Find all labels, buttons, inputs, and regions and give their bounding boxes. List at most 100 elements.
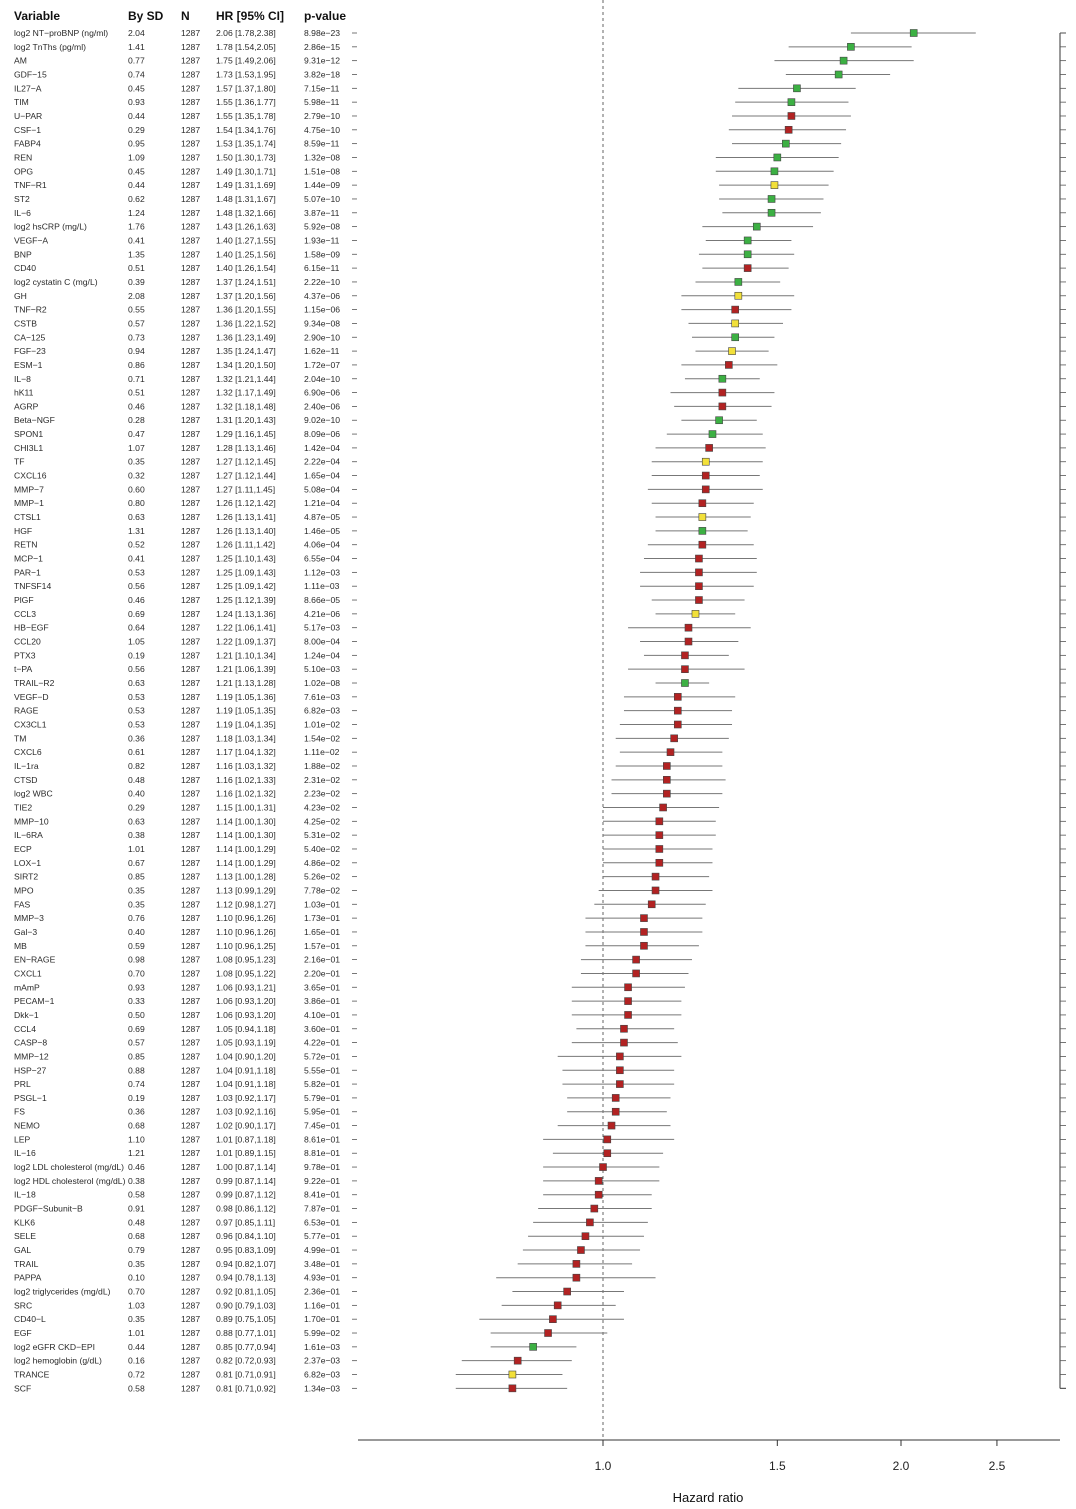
p-value: 7.78e−02: [304, 885, 340, 895]
table-row: FAS 0.35 1287 1.12 [0.98,1.27] 1.03e−01: [14, 899, 357, 909]
n-value: 1287: [181, 318, 200, 328]
variable-name: ESM−1: [14, 360, 43, 370]
point-estimate: [787, 112, 796, 120]
p-value: 1.62e−11: [304, 346, 340, 356]
p-value: 4.21e−06: [304, 609, 340, 619]
by-sd-value: 1.09: [128, 152, 145, 162]
variable-name: MMP−3: [14, 913, 44, 923]
p-value: 4.87e−05: [304, 512, 340, 522]
n-value: 1287: [181, 56, 200, 66]
by-sd-value: 0.55: [128, 305, 145, 315]
table-row: CTSD 0.48 1287 1.16 [1.02,1.33] 2.31e−02: [14, 775, 357, 785]
n-value: 1287: [181, 844, 200, 854]
hr-ci-value: 1.10 [0.96,1.25]: [216, 941, 276, 951]
by-sd-value: 0.62: [128, 194, 145, 204]
hr-ci-value: 0.97 [0.85,1.11]: [216, 1217, 275, 1227]
n-value: 1287: [181, 42, 200, 52]
p-value: 6.15e−11: [304, 263, 340, 273]
by-sd-value: 0.93: [128, 982, 145, 992]
table-row: log2 WBC 0.40 1287 1.16 [1.02,1.32] 2.23e−02: [14, 789, 357, 799]
hr-ci-value: 1.16 [1.03,1.32]: [216, 761, 276, 771]
hr-ci-value: 1.21 [1.10,1.34]: [216, 650, 276, 660]
point-estimate: [743, 236, 752, 245]
variable-name: log2 eGFR CKD−EPI: [14, 1342, 95, 1352]
p-value: 2.04e−10: [304, 374, 340, 384]
hr-ci-value: 1.16 [1.02,1.33]: [216, 775, 276, 785]
by-sd-value: 1.01: [128, 1328, 145, 1338]
hr-ci-value: 0.94 [0.82,1.07]: [216, 1259, 276, 1269]
variable-name: CCL3: [14, 609, 36, 619]
n-value: 1287: [181, 1010, 200, 1020]
variable-name: log2 cystatin C (mg/L): [14, 277, 98, 287]
n-value: 1287: [181, 858, 200, 868]
by-sd-value: 0.98: [128, 955, 145, 965]
n-value: 1287: [181, 1245, 200, 1255]
hr-ci-value: 1.27 [1.12,1.44]: [216, 471, 276, 481]
table-rows: log2 NT−proBNP (ng/ml) 2.04 1287 2.06 [1.78…: [14, 28, 357, 1393]
variable-name: PRL: [14, 1079, 31, 1089]
variable-name: t−PA: [14, 664, 32, 674]
hr-ci-value: 1.26 [1.11,1.42]: [216, 540, 275, 550]
by-sd-value: 0.35: [128, 885, 145, 895]
n-value: 1287: [181, 706, 200, 716]
by-sd-value: 0.71: [128, 374, 145, 384]
p-value: 5.92e−08: [304, 222, 340, 232]
table-row: IL−1ra 0.82 1287 1.16 [1.03,1.32] 1.88e−02: [14, 761, 357, 771]
variable-name: CCL20: [14, 637, 41, 647]
p-value: 2.37e−03: [304, 1356, 340, 1366]
table-row: GDF−15 0.74 1287 1.73 [1.53,1.95] 3.82e−18: [14, 69, 357, 79]
by-sd-value: 1.01: [128, 844, 145, 854]
variable-name: VEGF−D: [14, 692, 49, 702]
point-estimate: [695, 554, 703, 563]
p-value: 1.34e−03: [304, 1383, 340, 1393]
table-row: CSTB 0.57 1287 1.36 [1.22,1.52] 9.34e−08: [14, 318, 357, 328]
hr-ci-value: 1.37 [1.24,1.51]: [216, 277, 276, 287]
by-sd-value: 0.10: [128, 1273, 145, 1283]
hr-ci-value: 1.29 [1.16,1.45]: [216, 429, 276, 439]
n-value: 1287: [181, 374, 200, 384]
table-row: REN 1.09 1287 1.50 [1.30,1.73] 1.32e−08: [14, 152, 357, 162]
variable-name: LEP: [14, 1134, 31, 1144]
point-estimate: [784, 126, 793, 134]
variable-name: MB: [14, 941, 27, 951]
table-row: RETN 0.52 1287 1.26 [1.11,1.42] 4.06e−04: [14, 540, 357, 550]
hr-ci-value: 1.37 [1.20,1.56]: [216, 291, 276, 301]
by-sd-value: 0.85: [128, 872, 145, 882]
n-value: 1287: [181, 443, 200, 453]
p-value: 1.24e−04: [304, 650, 340, 660]
n-value: 1287: [181, 941, 200, 951]
hr-ci-value: 1.35 [1.24,1.47]: [216, 346, 276, 356]
n-value: 1287: [181, 194, 200, 204]
variable-name: AM: [14, 56, 27, 66]
point-estimate: [624, 1011, 632, 1019]
by-sd-value: 0.45: [128, 166, 145, 176]
by-sd-value: 0.40: [128, 789, 145, 799]
hr-ci-value: 1.03 [0.92,1.16]: [216, 1107, 276, 1117]
hr-ci-value: 1.10 [0.96,1.26]: [216, 927, 276, 937]
n-value: 1287: [181, 1107, 200, 1117]
table-row: ECP 1.01 1287 1.14 [1.00,1.29] 5.40e−02: [14, 844, 357, 854]
point-estimate: [695, 582, 703, 591]
table-row: MCP−1 0.41 1287 1.25 [1.10,1.43] 6.55e−04: [14, 554, 357, 564]
p-value: 5.55e−01: [304, 1065, 340, 1075]
variable-name: HGF: [14, 526, 32, 536]
p-value: 9.02e−10: [304, 415, 340, 425]
table-row: PAPPA 0.10 1287 0.94 [0.78,1.13] 4.93e−01: [14, 1273, 357, 1283]
by-sd-value: 0.46: [128, 1162, 145, 1172]
p-value: 5.77e−01: [304, 1231, 340, 1241]
p-value: 6.82e−03: [304, 1370, 340, 1380]
by-sd-value: 1.05: [128, 637, 145, 647]
variable-name: TNF−R2: [14, 305, 47, 315]
point-estimate: [701, 485, 710, 494]
p-value: 2.31e−02: [304, 775, 340, 785]
n-value: 1287: [181, 899, 200, 909]
hr-ci-value: 1.27 [1.11,1.45]: [216, 484, 275, 494]
by-sd-value: 0.82: [128, 761, 145, 771]
variable-name: Gal−3: [14, 927, 37, 937]
p-value: 1.12e−03: [304, 567, 340, 577]
by-sd-value: 0.19: [128, 1093, 145, 1103]
hr-ci-value: 1.54 [1.34,1.76]: [216, 125, 276, 135]
variable-name: NEMO: [14, 1121, 40, 1131]
p-value: 6.82e−03: [304, 706, 340, 716]
p-value: 4.75e−10: [304, 125, 340, 135]
